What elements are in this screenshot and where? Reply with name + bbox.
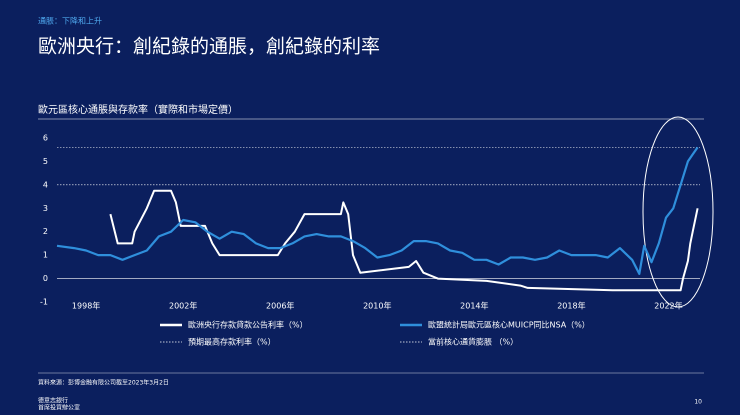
series-line	[109, 189, 699, 292]
y-tick-label: 3	[43, 204, 48, 213]
legend-label: 歐洲央行存款貸款公告利率（%）	[188, 320, 308, 330]
slide-title: 歐洲央行：創紀錄的通脹，創紀錄的利率	[38, 36, 380, 58]
source: 資料來源：彭博金融有限公司截至2023年3月2日	[38, 379, 169, 387]
y-tick-label: 6	[43, 134, 48, 143]
y-tick-label: 5	[43, 157, 48, 166]
page-number: 10	[694, 399, 702, 406]
kicker: 通脹：下降和上升	[38, 16, 102, 26]
org: 德意志銀行	[38, 397, 68, 405]
x-tick-label: 1998年	[72, 301, 100, 311]
x-tick-label: 2006年	[266, 301, 294, 311]
org: 首席投資辦公室	[38, 404, 80, 412]
plot: -1 0 1 2 3 4 5 6 1998年 2002年 2006年 2010年 2014年 2018年 2…	[40, 134, 700, 347]
highlight-ellipse	[642, 116, 714, 308]
x-tick-label: 2022年	[654, 301, 682, 311]
legend-label: 預期最高存款利率（%）	[188, 337, 276, 347]
x-tick-label: 2002年	[169, 301, 197, 311]
x-tick-label: 2018年	[557, 301, 585, 311]
x-tick-label: 2014年	[460, 301, 488, 311]
x-tick-label: 2010年	[363, 301, 391, 311]
y-tick-label: 2	[43, 227, 48, 236]
legend-label: 歐盟統計局歐元區核心MUICP同比NSA（%）	[428, 320, 590, 330]
series-line	[56, 146, 699, 275]
y-tick-label: 4	[43, 180, 48, 189]
chart-title: 歐元區核心通脹與存款率（實際和市場定價）	[38, 103, 238, 116]
y-tick-label: 0	[43, 274, 48, 283]
y-tick-label: -1	[40, 298, 48, 307]
y-tick-label: 1	[43, 251, 48, 260]
legend-label: 當前核心通貨膨脹 （%）	[428, 337, 518, 347]
